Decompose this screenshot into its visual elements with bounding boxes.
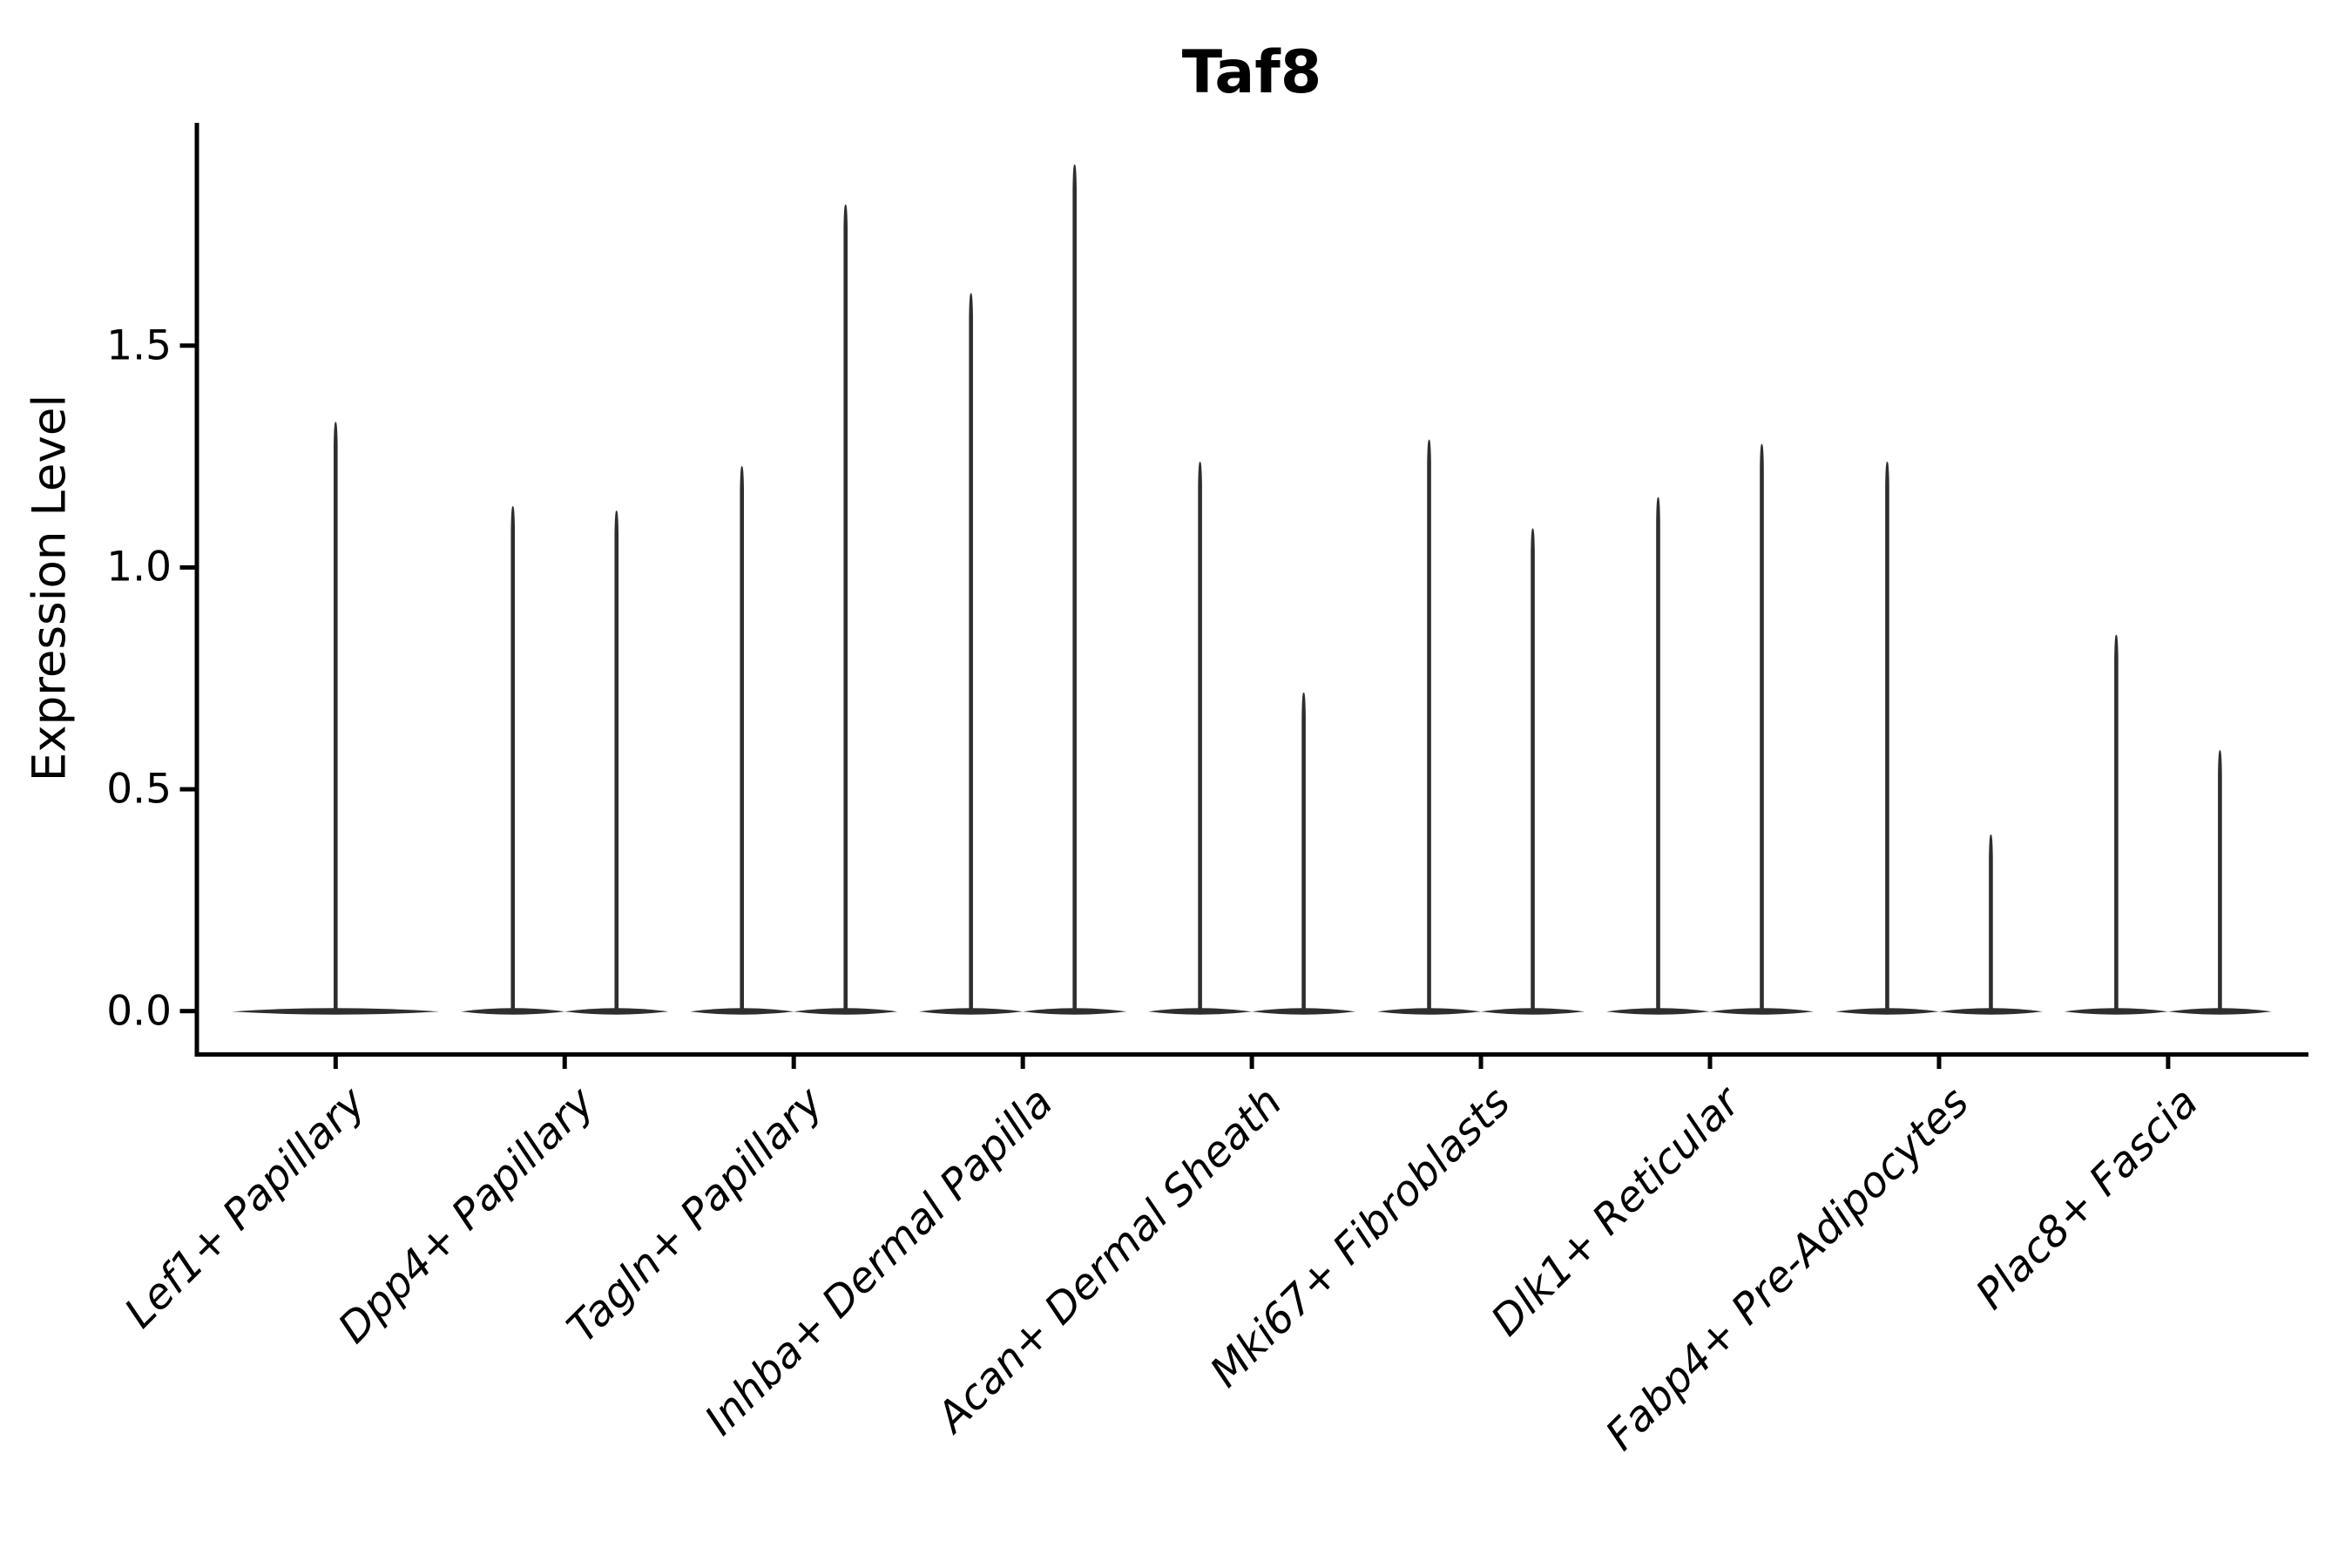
x-tick [1936, 1052, 1942, 1069]
y-tick [179, 564, 195, 570]
violin-spike [1531, 528, 1535, 1013]
y-tick [179, 343, 195, 348]
violin-spike [1427, 439, 1431, 1013]
violin-spike [334, 422, 338, 1013]
violin-spike [843, 204, 848, 1013]
left-spine [194, 123, 199, 1057]
x-tick [791, 1052, 796, 1069]
violin-spike [510, 505, 516, 1013]
x-tick [1020, 1052, 1025, 1069]
x-tick [562, 1052, 567, 1069]
x-tick [1478, 1052, 1484, 1069]
violin-spike [740, 466, 744, 1013]
violin-spike [1656, 497, 1660, 1013]
violin-spike [1760, 443, 1764, 1013]
x-tick [333, 1052, 338, 1069]
violin-spike [614, 510, 619, 1013]
chart-title: Taf8 [1181, 38, 1322, 107]
y-tick-label: 0.5 [106, 765, 172, 814]
violin-spike [2114, 634, 2119, 1013]
y-tick [179, 1009, 195, 1014]
y-tick [179, 787, 195, 792]
x-tick [2166, 1052, 2171, 1069]
violin-spike [2218, 749, 2222, 1013]
violin-spike [1072, 164, 1077, 1013]
violin-spike [1301, 692, 1306, 1013]
violin-spike [1198, 461, 1202, 1013]
violin-spike [1989, 834, 1993, 1013]
x-tick [1249, 1052, 1254, 1069]
violin-spike [969, 293, 973, 1013]
y-tick-label: 0.0 [106, 987, 172, 1036]
x-tick [1707, 1052, 1713, 1069]
y-tick-label: 1.0 [106, 543, 172, 591]
violin-spike [1885, 461, 1889, 1013]
y-tick-label: 1.5 [106, 321, 172, 370]
